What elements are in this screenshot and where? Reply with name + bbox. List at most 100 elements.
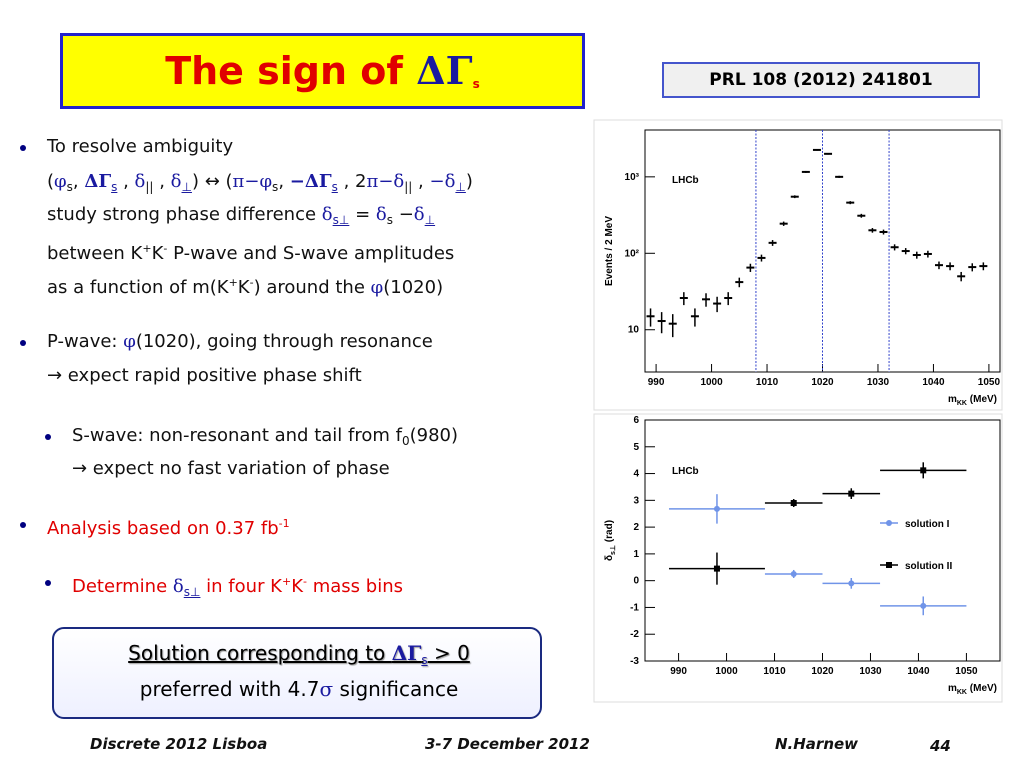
x-tick-label: 1010 [756, 377, 779, 388]
x-tick-label: 990 [648, 377, 665, 388]
text-run: s⊥ [609, 545, 617, 555]
text-run: ) [465, 171, 473, 192]
footer-author: N.Harnew [775, 735, 859, 753]
text-run: KK [957, 400, 967, 407]
point [713, 505, 720, 512]
x-axis-label: mKK (MeV) [948, 394, 997, 407]
text-run: - [249, 276, 254, 289]
y-axis-label: Events / 2 MeV [604, 216, 615, 286]
text-run: ΔΓ [391, 641, 422, 665]
text-run: δ [375, 204, 387, 225]
text-run: (MeV) [967, 394, 997, 405]
point [848, 490, 855, 497]
bullet-dot [45, 580, 51, 586]
y-tick-label: -2 [630, 629, 639, 640]
text-run: → expect rapid positive phase shift [47, 365, 362, 386]
text-run: -1 [278, 517, 290, 530]
text-run: S-wave: non-resonant and tail from f [72, 425, 402, 446]
y-tick-label: 10² [625, 248, 640, 259]
bullet-line: To resolve ambiguity [47, 135, 233, 159]
text-run: ⊥ [181, 180, 192, 194]
annotation: LHCb [672, 466, 699, 477]
point [790, 570, 797, 577]
text-run: δ [321, 204, 333, 225]
legend-marker [886, 520, 892, 526]
bullet-dot [45, 434, 51, 440]
text-run: mass bins [307, 576, 403, 597]
text-run: s [66, 180, 73, 194]
text-run: Solution corresponding to [128, 641, 392, 665]
text-run: s [272, 180, 279, 194]
text-run: + [228, 276, 238, 289]
legend-marker [886, 562, 892, 568]
text-run: ( [47, 171, 55, 192]
text-run: + [142, 242, 152, 255]
bullet-dot [20, 145, 26, 151]
y-tick-label: 4 [633, 469, 639, 480]
text-run: + [282, 575, 292, 588]
slide-title: The sign of ΔΓs [60, 33, 585, 109]
x-tick-label: 1040 [922, 377, 945, 388]
text-run: || [145, 180, 154, 194]
text-run: s [472, 77, 480, 91]
text-run: between K [47, 243, 143, 264]
text-run: , 2 [337, 171, 367, 192]
x-tick-label: 1020 [811, 377, 834, 388]
bullet-line: (φs, ΔΓs , δ|| , δ⊥) ↔ (π−φs, −ΔΓs , 2π−… [47, 170, 473, 199]
text-run: Determine [72, 576, 173, 597]
x-tick-label: 1040 [907, 666, 930, 677]
text-run: , [278, 171, 290, 192]
text-run: ⊥ [424, 213, 436, 227]
text-run: δ [604, 555, 615, 561]
text-run: ) ↔ ( [191, 171, 233, 192]
x-axis-label: mKK (MeV) [948, 683, 997, 696]
text-run: KK [957, 689, 967, 696]
text-run: φ [370, 277, 384, 298]
text-run: (rad) [604, 520, 615, 545]
text-run: ⊥ [455, 180, 466, 194]
y-tick-label: 0 [633, 576, 639, 587]
text-run: , [72, 171, 85, 192]
text-run: s⊥ [332, 213, 350, 227]
text-run: P-wave and S-wave amplitudes [167, 243, 455, 264]
text-run: (1020) [383, 277, 444, 298]
y-tick-label: 2 [633, 522, 639, 533]
annotation: LHCb [672, 175, 699, 186]
y-tick-label: 1 [633, 549, 639, 560]
text-run: - [303, 575, 308, 588]
box-line: preferred with 4.7σ significance [54, 677, 544, 701]
text-run: ΔΓ [84, 171, 112, 192]
chart-frame [593, 413, 1003, 703]
text-run: δ [413, 204, 425, 225]
bullet-line: study strong phase difference δs⊥ = δs −… [47, 203, 435, 232]
text-run: (MeV) [967, 683, 997, 694]
y-tick-label: -1 [630, 602, 639, 613]
bullet-line: as a function of m(K+K-) around the φ(10… [47, 271, 443, 300]
bullet-line: Analysis based on 0.37 fb-1 [47, 512, 290, 541]
text-run: K [237, 277, 250, 298]
box-line: Solution corresponding to ΔΓs > 0 [54, 641, 544, 667]
text-run: δ [134, 171, 146, 192]
text-run: σ [319, 677, 334, 701]
reference: PRL 108 (2012) 241801 [662, 62, 980, 98]
x-tick-label: 1050 [978, 377, 1001, 388]
text-run: , [117, 171, 135, 192]
text-run: preferred with 4.7 [139, 677, 320, 701]
text-run: π−δ [366, 171, 405, 192]
text-run: in four K [200, 576, 282, 597]
text-run: (1020), going through resonance [135, 331, 433, 352]
point [790, 500, 797, 507]
text-run: π−φ [232, 171, 273, 192]
x-tick-label: 1000 [700, 377, 723, 388]
text-run: > 0 [427, 641, 470, 665]
text-run: −δ [429, 171, 456, 192]
text-run: s⊥ [183, 585, 201, 599]
text-run: (980) [409, 425, 458, 446]
x-tick-label: 990 [670, 666, 687, 677]
text-run: s [421, 653, 428, 667]
text-run: ΔΓ [416, 48, 473, 93]
footer-date: 3-7 December 2012 [425, 735, 590, 753]
chart-frame [593, 119, 1003, 411]
y-tick-label: 10³ [625, 172, 640, 183]
